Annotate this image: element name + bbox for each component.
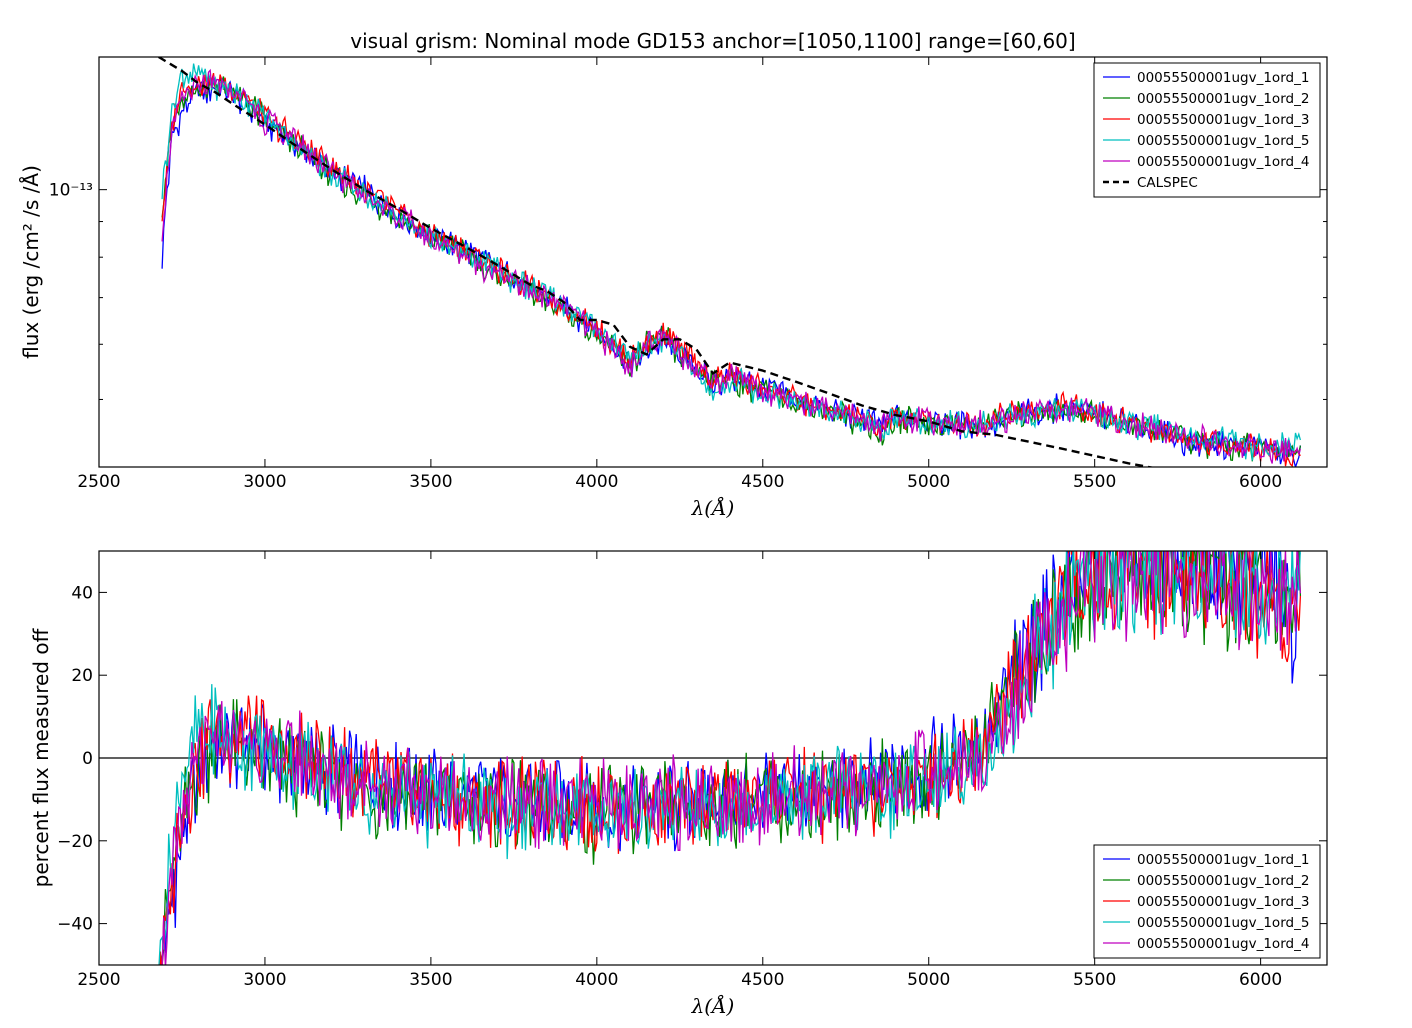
y-tick-label: 0 [82, 749, 93, 769]
legend-label: CALSPEC [1137, 175, 1198, 191]
series-line-calspec [158, 57, 1156, 467]
x-axis-label: λ(Å) [691, 993, 735, 1018]
legend-label: 00055500001ugv_1ord_2 [1137, 873, 1309, 889]
x-tick-label: 3000 [243, 970, 286, 990]
legend-label: 00055500001ugv_1ord_5 [1137, 915, 1309, 931]
y-axis-label: percent flux measured off [29, 627, 53, 887]
series-line-00055500001ugv-1ord-4 [161, 551, 1302, 965]
x-tick-label: 3500 [409, 472, 452, 492]
legend-label: 00055500001ugv_1ord_3 [1137, 894, 1309, 910]
y-tick-label: 20 [71, 666, 93, 686]
y-tick-label: −40 [57, 915, 93, 935]
x-tick-label: 4000 [575, 472, 618, 492]
x-tick-label: 4500 [741, 472, 784, 492]
x-tick-label: 5500 [1073, 472, 1116, 492]
legend-box [1093, 62, 1321, 198]
x-tick-label: 3000 [243, 472, 286, 492]
y-tick-label: −20 [57, 832, 93, 852]
figure-title: visual grism: Nominal mode GD153 anchor=… [350, 29, 1075, 53]
x-tick-label: 2500 [77, 472, 120, 492]
plot-area [99, 551, 1327, 965]
x-tick-label: 4500 [741, 970, 784, 990]
legend-label: 00055500001ugv_1ord_4 [1137, 936, 1309, 952]
legend-label: 00055500001ugv_1ord_1 [1137, 70, 1309, 86]
plot-area [158, 57, 1302, 467]
x-tick-label: 5000 [907, 970, 950, 990]
x-tick-label: 5500 [1073, 970, 1116, 990]
x-tick-label: 3500 [409, 970, 452, 990]
x-axis-label: λ(Å) [691, 495, 735, 520]
plot-frame [98, 56, 1328, 468]
legend-label: 00055500001ugv_1ord_1 [1137, 852, 1309, 868]
legend-label: 00055500001ugv_1ord_5 [1137, 133, 1309, 149]
legend-box [1093, 844, 1321, 959]
y-tick-label: 40 [71, 583, 93, 603]
x-tick-label: 6000 [1239, 970, 1282, 990]
legend: 00055500001ugv_1ord_1 00055500001ugv_1ord… [1093, 844, 1321, 959]
y-axis-label: flux (erg /cm² /s /Å) [19, 165, 43, 359]
x-tick-label: 6000 [1239, 472, 1282, 492]
x-tick-label: 4000 [575, 970, 618, 990]
legend-label: 00055500001ugv_1ord_3 [1137, 112, 1309, 128]
legend-label: 00055500001ugv_1ord_4 [1137, 154, 1309, 170]
legend-label: 00055500001ugv_1ord_2 [1137, 91, 1309, 107]
x-tick-label: 2500 [77, 970, 120, 990]
x-tick-label: 5000 [907, 472, 950, 492]
bottom-plot-axes: 2500 3000 3500 4000 4500 5000 5500 6000 −40 −20 0 2… [29, 550, 1328, 1018]
series-line-00055500001ugv-1ord-4 [161, 68, 1302, 464]
y-tick-label: 10⁻¹³ [49, 181, 93, 201]
legend: 00055500001ugv_1ord_1 00055500001ugv_1ord… [1093, 62, 1321, 198]
top-plot-axes: 2500 3000 3500 4000 4500 5000 5500 6000 10⁻¹³ λ(Å… [19, 56, 1328, 520]
